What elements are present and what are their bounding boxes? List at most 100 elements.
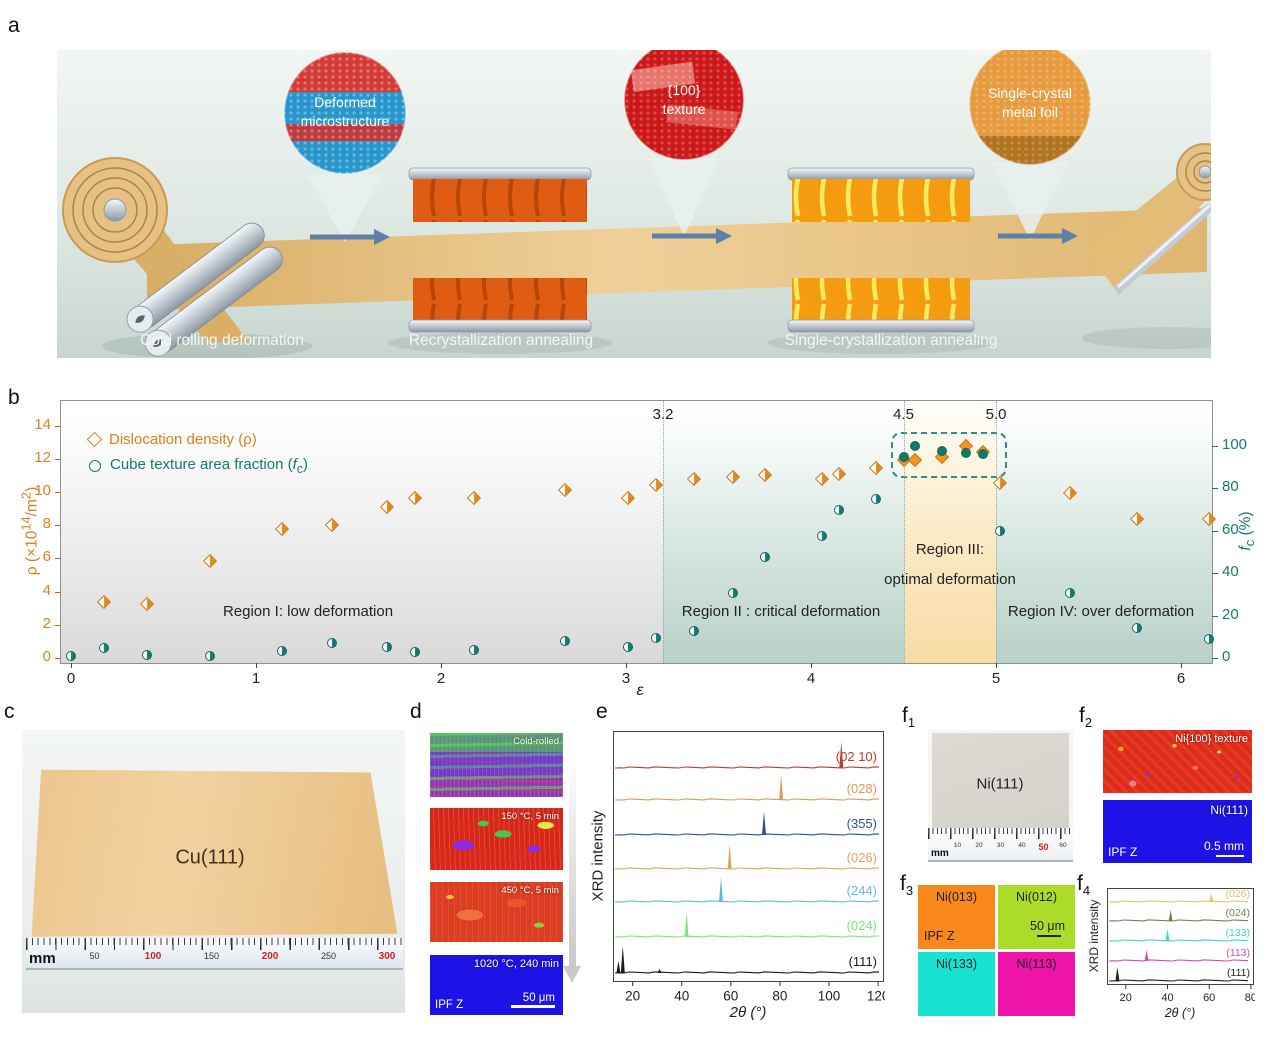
xrd-peak: [1115, 967, 1120, 981]
data-point-cube-texture-fraction: [994, 525, 1005, 536]
flow-arrow-icon: [998, 228, 1078, 244]
xrd-trace-(026): [1108, 900, 1249, 903]
data-point-cube-texture-fraction: [1131, 623, 1142, 634]
ruler-number: 50: [1038, 842, 1049, 852]
callout-cone: [647, 158, 721, 236]
boundary-line: [663, 401, 664, 663]
scalebar-label: 0.5 mm: [1203, 839, 1244, 853]
data-point-cube-texture-fraction: [937, 446, 948, 457]
left-tick-label: 4: [42, 581, 51, 599]
metal-foil-strip: [147, 208, 1207, 310]
panel-e-label: e: [596, 700, 608, 723]
data-point-cube-texture-fraction: [1203, 633, 1214, 644]
left-tick: [55, 525, 61, 527]
xrd-peak: [1144, 950, 1149, 961]
deformed-microstructure-inset: Deformed microstructure: [283, 51, 407, 175]
ebsd-cell-ni(012): Ni(012) 50 μm: [998, 885, 1075, 949]
data-point-cube-texture-fraction: [817, 531, 828, 542]
ebsd-map-ni100-texture: Ni{100} texture: [1103, 730, 1252, 793]
data-point-cube-texture-fraction: [961, 448, 972, 459]
map-caption: Ni{100} texture: [1175, 733, 1248, 745]
ipf-z-label: IPF Z: [924, 929, 955, 943]
data-point-cube-texture-fraction: [410, 646, 421, 657]
diamond-marker-icon: [86, 431, 103, 448]
inset-caption-line1: Deformed: [314, 94, 375, 110]
data-point-cube-texture-fraction: [689, 626, 700, 637]
right-tick-label: 80: [1222, 478, 1239, 496]
inset-caption-line1: {100}: [668, 82, 701, 98]
x-tick-label: 6: [1176, 670, 1186, 687]
cell-label: Ni(133): [936, 957, 977, 971]
legend-label: Dislocation density (ρ): [109, 431, 257, 448]
ruler-number: 50: [89, 951, 100, 961]
xrd-trace-(113): [1108, 959, 1249, 962]
panel-c-photo: Cu(111) mm 50 100 150 200 250 300: [22, 730, 405, 1013]
ruler-number: 30: [996, 842, 1005, 849]
cell-label: Ni(113): [1016, 957, 1057, 971]
map-caption: 150 °C, 5 min: [501, 811, 559, 822]
flow-arrow-icon: [652, 228, 732, 244]
trace-label: (024): [1225, 907, 1250, 919]
right-tick: [1212, 530, 1218, 532]
xrd-peak: [684, 912, 689, 937]
ruler-number: 40: [1018, 842, 1026, 849]
scalebar-label: 50 μm: [522, 992, 555, 1004]
left-tick: [55, 558, 61, 560]
x-axis-title: ε: [636, 682, 644, 699]
trace-label: (028): [847, 781, 877, 796]
right-tick-label: 20: [1222, 605, 1239, 623]
xrd-trace-(028): [614, 798, 880, 801]
right-tick-label: 100: [1222, 436, 1248, 453]
ruler-unit: mm: [29, 950, 56, 967]
trace-label: (026): [1225, 888, 1250, 900]
xrd-trace-(02 10): [614, 766, 880, 769]
x-tick-label: 1: [251, 670, 261, 687]
x-tick-label: 100: [818, 989, 841, 1004]
data-point-cube-texture-fraction: [870, 494, 881, 504]
left-tick-label: 6: [42, 548, 51, 566]
data-point-cube-texture-fraction: [559, 636, 570, 647]
panel-f2-label: f2: [1079, 704, 1093, 731]
right-tick-label: 0: [1222, 648, 1231, 665]
right-tick: [1212, 488, 1218, 490]
ruler-number: 20: [975, 842, 983, 849]
xrd-trace-(355): [614, 833, 880, 836]
x-tick: [256, 663, 257, 668]
left-tick: [55, 658, 61, 659]
callout-cone: [992, 162, 1068, 240]
ebsd-map-ni111: Ni(111) IPF Z 0.5 mm: [1103, 800, 1252, 863]
region-2-label: Region II : critical deformation: [681, 603, 881, 620]
x-tick-label: 20: [1120, 992, 1132, 1004]
inset-caption-line2: texture: [663, 101, 706, 117]
data-point-cube-texture-fraction: [141, 650, 152, 661]
x-tick-label: 80: [1245, 992, 1255, 1004]
xrd-peak: [839, 742, 844, 768]
panel-f1-label: f1: [902, 704, 916, 731]
xrd-peak: [727, 844, 732, 869]
x-tick-label: 2: [436, 670, 446, 687]
boundary-value: 5.0: [985, 406, 1007, 423]
ruler-unit: mm: [931, 848, 949, 859]
step-label-cold-rolling: Cold rolling deformation: [140, 332, 304, 349]
x-tick: [441, 663, 442, 668]
x-tick-label: 4: [806, 670, 816, 687]
left-tick: [55, 591, 61, 593]
left-tick-label: 2: [42, 614, 51, 632]
left-tick-label: 10: [34, 482, 51, 499]
region-4-label: Region IV: over deformation: [1007, 603, 1195, 620]
data-point-cube-texture-fraction: [978, 449, 989, 460]
anneal-sequence-arrow-icon: [569, 762, 576, 967]
left-tick-label: 8: [42, 515, 51, 533]
trace-label: (02 10): [836, 749, 877, 764]
ipf-z-label: IPF Z: [435, 999, 464, 1011]
trace-label: (133): [1225, 927, 1250, 939]
cell-label: Ni(012): [1016, 890, 1057, 904]
map-caption: Cold-rolled: [513, 736, 559, 747]
data-point-cube-texture-fraction: [99, 643, 110, 654]
panel-f4-label: f4: [1077, 872, 1091, 899]
nickel-foil: [932, 733, 1069, 828]
right-tick: [1212, 615, 1218, 617]
boundary-value: 4.5: [893, 406, 914, 423]
single-crystallization-furnace: [787, 167, 975, 333]
ebsd-map-cold-rolled: Cold-rolled: [430, 733, 563, 797]
